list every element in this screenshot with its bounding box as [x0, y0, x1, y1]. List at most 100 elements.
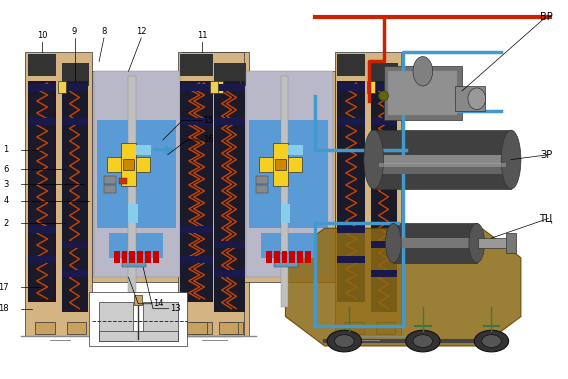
Text: 15: 15 [203, 116, 214, 125]
Bar [181, 226, 208, 233]
Ellipse shape [482, 335, 502, 348]
Bar [62, 81, 88, 312]
Bar [62, 118, 88, 125]
Bar [89, 292, 187, 346]
Bar [181, 256, 208, 263]
Bar [219, 118, 245, 125]
Bar [62, 271, 88, 277]
Bar [273, 143, 289, 186]
Bar [375, 323, 395, 334]
Bar [122, 251, 127, 263]
Bar [394, 223, 477, 263]
Bar [185, 53, 213, 76]
Bar [289, 251, 295, 263]
Bar [26, 52, 92, 336]
Bar [214, 81, 240, 312]
Bar [389, 71, 457, 116]
Ellipse shape [502, 130, 521, 189]
Text: 14: 14 [153, 299, 164, 308]
Bar [224, 323, 243, 334]
Bar [28, 118, 56, 125]
Circle shape [379, 91, 389, 101]
Ellipse shape [474, 330, 509, 352]
Bar [210, 81, 218, 93]
Bar [275, 158, 286, 171]
Bar [256, 185, 268, 193]
Bar [181, 81, 208, 302]
Text: 9: 9 [72, 27, 77, 36]
Text: 6: 6 [3, 165, 9, 174]
Bar [153, 251, 159, 263]
Bar [219, 63, 246, 86]
Bar [178, 52, 244, 336]
Bar [185, 118, 213, 125]
Bar [371, 118, 397, 125]
Bar [337, 226, 365, 233]
Bar [344, 323, 364, 334]
Ellipse shape [468, 88, 486, 110]
Bar [99, 302, 133, 341]
Text: 1: 1 [3, 145, 9, 154]
Bar [62, 241, 88, 248]
Bar [249, 121, 328, 228]
Bar [136, 145, 151, 155]
Text: ВР: ВР [540, 13, 552, 22]
Bar [337, 81, 365, 302]
Text: 12: 12 [136, 27, 147, 36]
Bar [305, 251, 311, 263]
Text: 3: 3 [3, 180, 9, 189]
Bar [371, 271, 397, 277]
Bar [66, 323, 86, 334]
Bar [506, 233, 516, 253]
Text: ТЦ: ТЦ [539, 213, 552, 224]
Bar [35, 323, 55, 334]
Ellipse shape [413, 335, 433, 348]
Bar [62, 84, 88, 91]
Ellipse shape [335, 335, 354, 348]
Text: 13: 13 [170, 304, 180, 313]
Bar [192, 323, 212, 334]
Bar [182, 52, 249, 336]
Bar [335, 52, 401, 336]
Bar [219, 241, 245, 248]
Bar [259, 157, 302, 172]
Bar [185, 81, 213, 302]
Text: 2: 2 [3, 219, 9, 228]
Bar [120, 143, 136, 186]
Bar [219, 81, 245, 312]
Bar [214, 63, 241, 86]
Bar [337, 84, 365, 91]
Text: ЗР: ЗР [540, 150, 552, 160]
Bar [92, 71, 182, 282]
Bar [337, 118, 365, 125]
Bar [185, 84, 213, 91]
Bar [145, 251, 151, 263]
Polygon shape [286, 228, 521, 346]
Bar [187, 323, 207, 334]
Bar [374, 155, 511, 164]
Bar [185, 256, 213, 263]
Bar [109, 233, 163, 258]
Bar [28, 256, 56, 263]
Bar [28, 226, 56, 233]
Bar [371, 63, 398, 86]
Bar [214, 271, 240, 277]
Bar [266, 251, 272, 263]
Text: 4: 4 [3, 196, 9, 205]
Bar [143, 302, 178, 341]
Bar [281, 204, 290, 223]
Bar [181, 53, 208, 76]
Bar [185, 226, 213, 233]
Bar [181, 118, 208, 125]
Bar [367, 81, 375, 93]
Bar [374, 130, 511, 189]
Text: 16: 16 [203, 135, 214, 144]
Bar [97, 121, 176, 228]
Bar [282, 251, 287, 263]
Bar [215, 81, 223, 93]
Bar [28, 84, 56, 91]
Bar [297, 251, 303, 263]
Text: 10: 10 [37, 31, 47, 40]
Bar [128, 76, 136, 307]
Bar [123, 158, 135, 171]
